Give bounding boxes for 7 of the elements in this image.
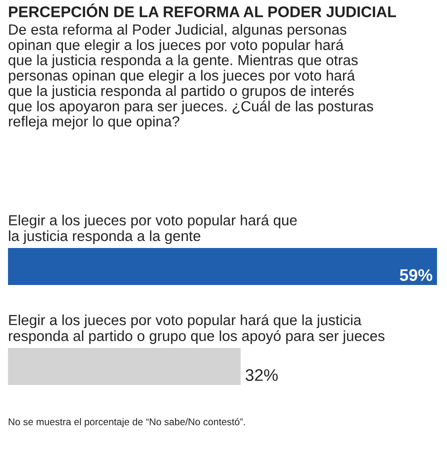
chart-title: PERCEPCIÓN DE LA REFORMA AL PODER JUDICIAL	[9, 4, 396, 18]
data-label: 32%	[246, 369, 278, 381]
y-tick-label: Elegir a los jueces por voto popular hará que la justicia responda a la gente	[8, 214, 297, 244]
data-label: 59%	[400, 269, 432, 281]
chart-subtitle: De esta reforma al Poder Judicial, algunas personas opinan que elegir a los jueces por voto popular hará que la justicia responda a la gente. Mientras que otras personas opinan que elegir a los jueces por voto hará que la justicia responda al partido o grupos de interés que los apoyaron para ser jueces. ¿Cuál de las posturas refleja mejor lo que opina?	[8, 24, 374, 130]
y-tick-label: Elegir a los jueces por voto popular hará que la justicia responda al partido o grupo que los apoyó para ser jueces	[8, 314, 384, 344]
text: No se muestra el porcentaje de “No sabe/No contestó”.	[8, 418, 245, 428]
